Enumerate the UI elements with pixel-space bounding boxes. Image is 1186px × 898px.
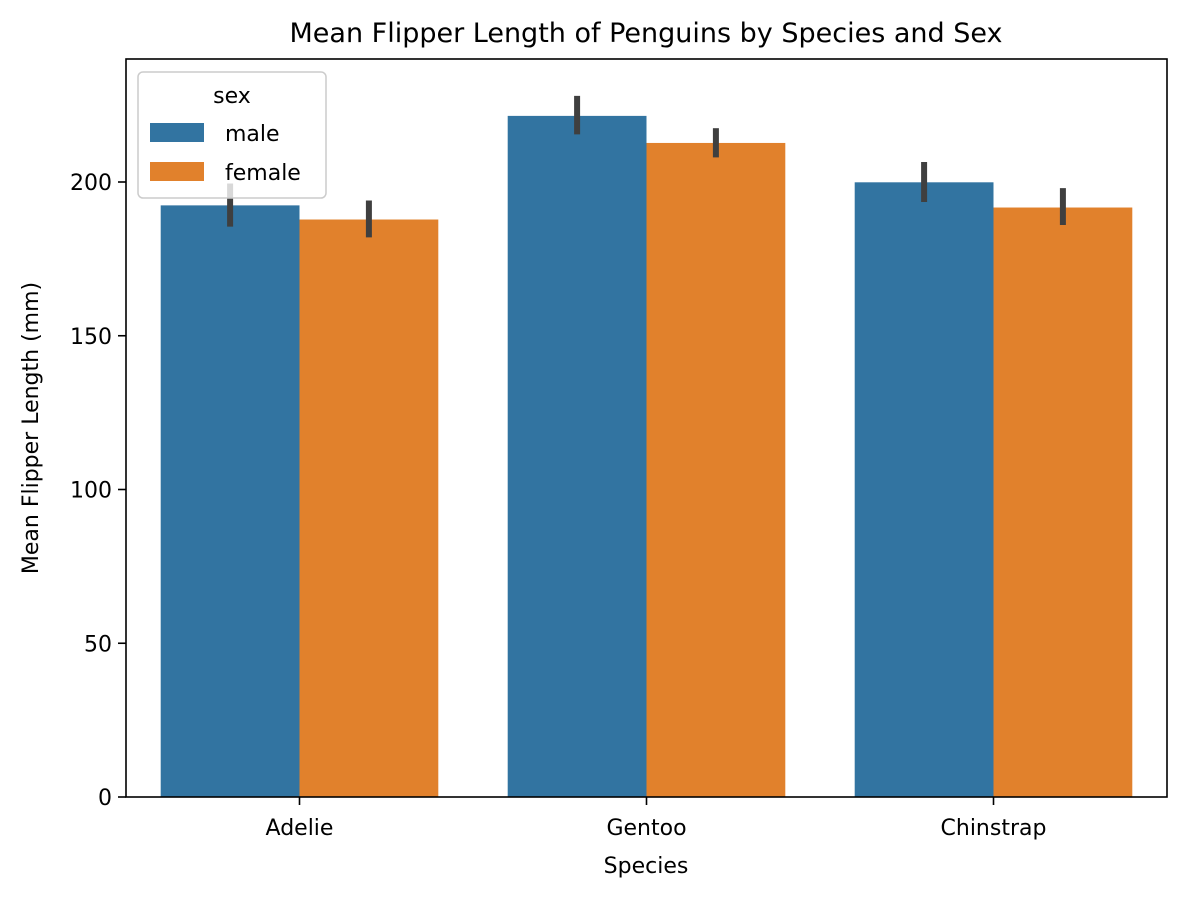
bar-gentoo-female	[646, 142, 786, 797]
bar-adelie-male	[160, 205, 300, 797]
x-tick-label-adelie: Adelie	[266, 816, 334, 841]
x-axis-label: Species	[604, 854, 689, 879]
legend-label-male: male	[225, 122, 280, 147]
bar-adelie-female	[299, 219, 439, 797]
legend-label-female: female	[225, 161, 301, 186]
legend-swatch-female	[150, 162, 204, 181]
chart-title: Mean Flipper Length of Penguins by Speci…	[290, 18, 1003, 49]
legend-title: sex	[213, 84, 251, 109]
bar-chinstrap-male	[854, 182, 994, 797]
x-tick-label-gentoo: Gentoo	[606, 816, 686, 841]
y-tick-label: 0	[98, 786, 112, 811]
y-axis: 0 50 100 150 200	[70, 171, 126, 811]
bars-group	[160, 115, 1133, 797]
bar-chinstrap-female	[993, 207, 1133, 797]
bar-gentoo-male	[507, 115, 647, 797]
y-tick-label: 150	[70, 325, 112, 350]
y-tick-label: 100	[70, 479, 112, 504]
y-tick-label: 200	[70, 171, 112, 196]
legend: sex male female	[137, 71, 327, 199]
legend-swatch-male	[150, 123, 204, 142]
x-axis: Adelie Gentoo Chinstrap	[266, 797, 1047, 841]
x-tick-label-chinstrap: Chinstrap	[941, 816, 1047, 841]
y-axis-label: Mean Flipper Length (mm)	[19, 282, 44, 574]
y-tick-label: 50	[84, 632, 112, 657]
